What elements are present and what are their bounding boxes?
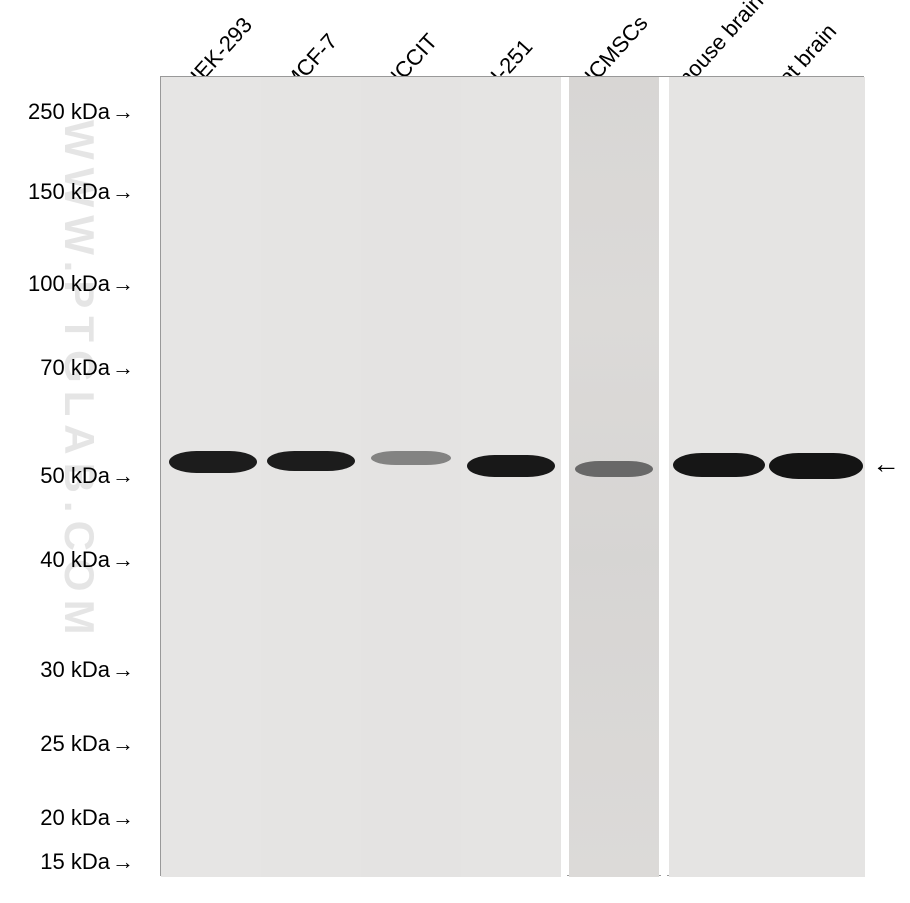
mw-tick-label: 150 kDa [0, 179, 110, 205]
arrow-right-icon: → [112, 179, 134, 205]
mw-tick: 25 kDa→ [0, 729, 134, 759]
mw-tick: 20 kDa→ [0, 803, 134, 833]
band [169, 451, 257, 473]
band [371, 451, 451, 465]
mw-tick-label: 25 kDa [0, 731, 110, 757]
mw-tick: 30 kDa→ [0, 655, 134, 685]
mw-tick-label: 15 kDa [0, 849, 110, 875]
panel-divider [661, 77, 667, 877]
lane-noise [569, 77, 659, 877]
mw-tick-label: 250 kDa [0, 99, 110, 125]
band [575, 461, 653, 477]
lane-bg [161, 77, 261, 877]
arrow-right-icon: → [112, 463, 134, 489]
mw-tick-label: 100 kDa [0, 271, 110, 297]
arrow-right-icon: → [112, 547, 134, 573]
target-band-arrow-icon: ← [872, 448, 900, 480]
mw-tick: 250 kDa→ [0, 97, 134, 127]
arrow-right-icon: → [112, 355, 134, 381]
arrow-right-icon: → [112, 271, 134, 297]
arrow-right-icon: → [112, 805, 134, 831]
band [467, 455, 555, 477]
mw-tick: 40 kDa→ [0, 545, 134, 575]
mw-tick-label: 40 kDa [0, 547, 110, 573]
mw-tick: 150 kDa→ [0, 177, 134, 207]
mw-tick: 100 kDa→ [0, 269, 134, 299]
mw-tick-label: 50 kDa [0, 463, 110, 489]
panel-divider [561, 77, 567, 877]
lane-bg [361, 77, 461, 877]
mw-tick: 70 kDa→ [0, 353, 134, 383]
band [267, 451, 355, 471]
blot-container: WWW.PTGLAB.COM HEK-293 MCF-7 NCCIT U-251… [0, 0, 910, 903]
lane-bg [669, 77, 767, 877]
lane-bg [461, 77, 561, 877]
blot-membrane [160, 76, 864, 876]
band [769, 453, 863, 479]
arrow-right-icon: → [112, 849, 134, 875]
mw-tick: 15 kDa→ [0, 847, 134, 877]
arrow-right-icon: → [112, 731, 134, 757]
mw-tick-label: 70 kDa [0, 355, 110, 381]
band [673, 453, 765, 477]
mw-tick: 50 kDa→ [0, 461, 134, 491]
mw-tick-label: 20 kDa [0, 805, 110, 831]
lane-bg [261, 77, 361, 877]
arrow-right-icon: → [112, 99, 134, 125]
arrow-right-icon: → [112, 657, 134, 683]
mw-tick-label: 30 kDa [0, 657, 110, 683]
